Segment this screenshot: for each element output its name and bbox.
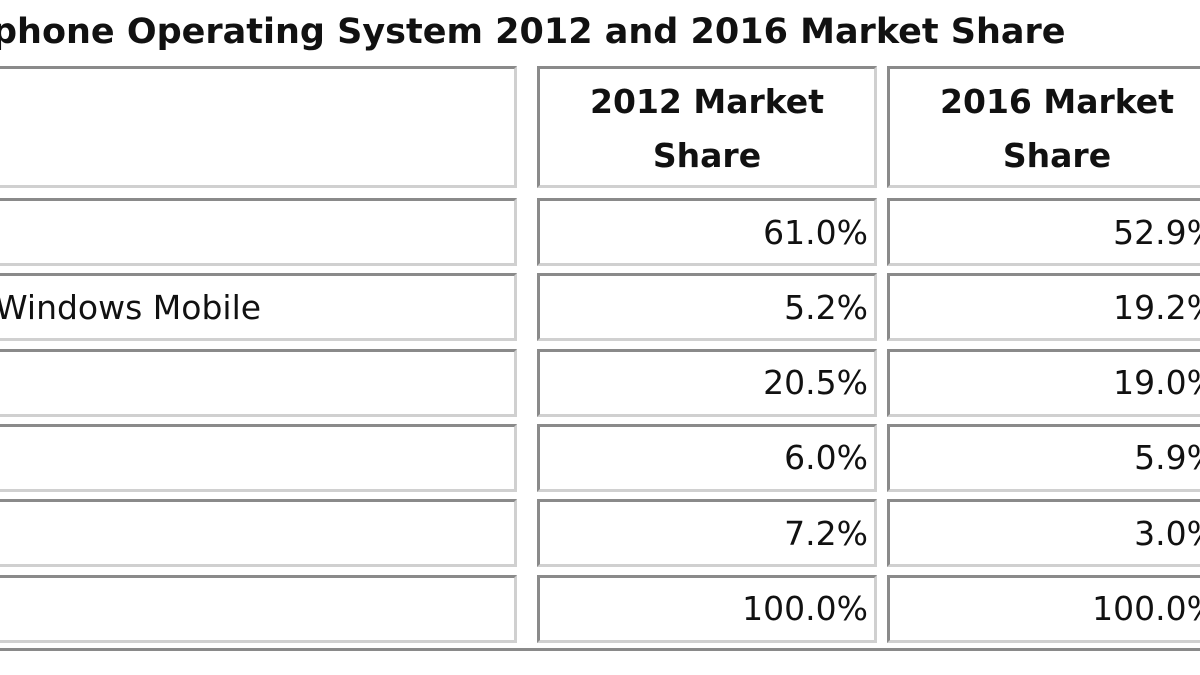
value-cell: 61.0% xyxy=(537,198,877,266)
value-cell: 19.2% xyxy=(887,273,1200,342)
row-label: Windows Mobile xyxy=(0,273,517,342)
cell-text: 20.5% xyxy=(763,363,868,403)
cell-text: Windows Mobile xyxy=(0,287,262,327)
row-label xyxy=(0,499,517,568)
cell-text: 6.0% xyxy=(784,438,868,478)
row-label xyxy=(0,198,517,266)
value-cell: 5.9% xyxy=(887,423,1200,492)
value-cell: 6.0% xyxy=(537,423,877,492)
cell-text: 7.2% xyxy=(784,513,868,553)
cell-text: 3.0% xyxy=(1134,513,1200,553)
cell-text: 61.0% xyxy=(763,212,868,252)
value-cell: 7.2% xyxy=(537,499,877,568)
value-cell: 100.0% xyxy=(887,574,1200,643)
row-label xyxy=(0,574,517,643)
cell-text: 19.0% xyxy=(1113,363,1200,403)
value-cell: 5.2% xyxy=(537,273,877,342)
cell-text: 2012 Market Share xyxy=(590,82,824,175)
value-cell: 52.9% xyxy=(887,198,1200,266)
row-label xyxy=(0,423,517,492)
table-border xyxy=(0,648,1200,651)
header-cell xyxy=(0,66,517,188)
cell-text: 100.0% xyxy=(1092,589,1200,628)
cell-text: 5.9% xyxy=(1134,438,1200,478)
cell-text: 52.9% xyxy=(1113,212,1200,252)
value-cell: 20.5% xyxy=(537,348,877,417)
cell-text: 2016 Market Share xyxy=(940,82,1174,175)
row-label xyxy=(0,348,517,417)
table-title: phone Operating System 2012 and 2016 Mar… xyxy=(0,12,1066,52)
cell-text: 19.2% xyxy=(1113,287,1200,327)
value-cell: 19.0% xyxy=(887,348,1200,417)
value-cell: 100.0% xyxy=(537,574,877,643)
cell-text: 100.0% xyxy=(742,589,868,628)
value-cell: 3.0% xyxy=(887,499,1200,568)
cell-text: 5.2% xyxy=(784,287,868,327)
header-cell: 2012 Market Share xyxy=(537,66,877,188)
header-cell: 2016 Market Share xyxy=(887,66,1200,188)
